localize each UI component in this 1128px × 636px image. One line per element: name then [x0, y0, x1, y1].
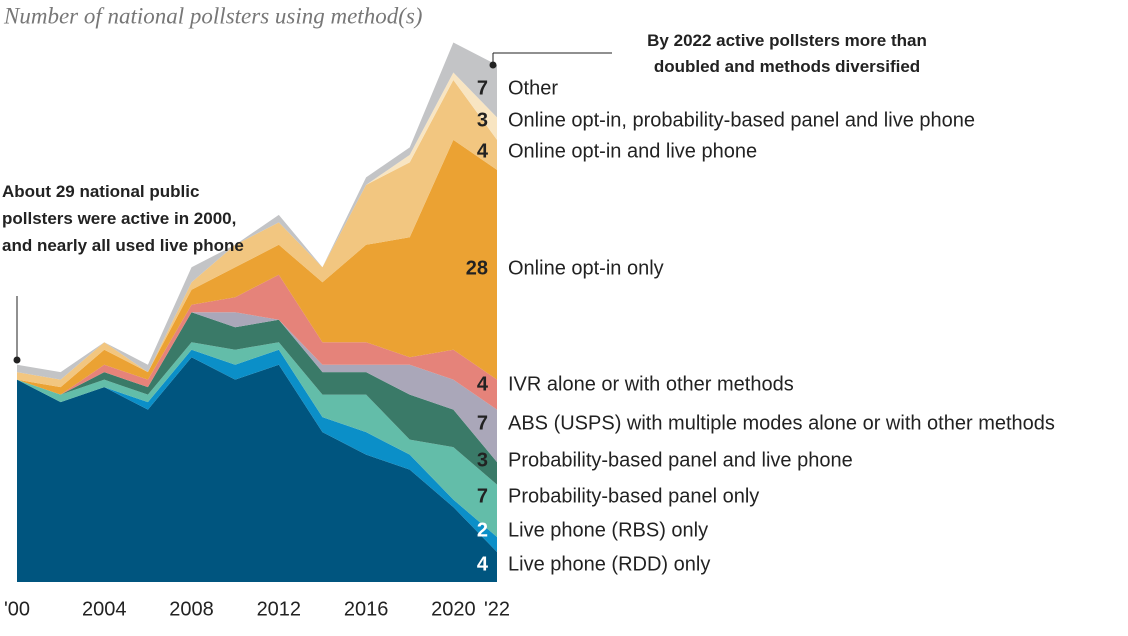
- chart-title: Number of national pollsters using metho…: [3, 3, 422, 28]
- value-label: 3: [477, 109, 488, 131]
- legend-label: Probability-based panel and live phone: [508, 449, 853, 471]
- area: [17, 79, 497, 388]
- area: [17, 274, 497, 410]
- legend-label: Online opt-in and live phone: [508, 140, 757, 162]
- areas: [17, 42, 497, 582]
- legend-label: ABS (USPS) with multiple modes alone or …: [508, 412, 1055, 434]
- legend-label: Probability-based panel only: [508, 485, 759, 507]
- legend-label: Live phone (RBS) only: [508, 519, 708, 541]
- x-tick-label: 2016: [344, 598, 389, 620]
- annotation: By 2022 active pollsters more than doubl…: [647, 31, 927, 76]
- annotation-box: By 2022 active pollsters more than doubl…: [647, 31, 927, 76]
- area: [17, 349, 497, 553]
- x-tick-label: '22: [484, 598, 510, 620]
- value-label: 2: [477, 519, 488, 541]
- value-label: 4: [477, 373, 489, 395]
- annotation-box: About 29 national public pollsters were …: [2, 182, 244, 255]
- x-tick-label: 2020: [431, 598, 476, 620]
- leader-dot: [13, 356, 21, 364]
- annotation: About 29 national public pollsters were …: [2, 182, 244, 255]
- value-label: 4: [477, 140, 489, 162]
- legend-label: Online opt-in, probability-based panel a…: [508, 109, 975, 131]
- value-label: 3: [477, 449, 488, 471]
- legend-label: Other: [508, 77, 558, 99]
- x-tick-label: 2012: [257, 598, 302, 620]
- area: [17, 312, 497, 463]
- legend-label: Online opt-in only: [508, 257, 664, 279]
- value-label: 7: [477, 412, 488, 434]
- value-label: 7: [477, 485, 488, 507]
- area: [17, 357, 497, 582]
- area: [17, 42, 497, 380]
- x-tick-label: 2008: [169, 598, 214, 620]
- legend-label: IVR alone or with other methods: [508, 373, 794, 395]
- value-label: 7: [477, 77, 488, 99]
- value-label: 4: [477, 553, 489, 575]
- area: [17, 342, 497, 538]
- labels: 4 Live phone (RDD) only 2 Live phone (RBS) …: [466, 77, 1055, 575]
- area: [17, 312, 497, 485]
- x-tick-label: 2004: [82, 598, 127, 620]
- value-label: 28: [466, 257, 488, 279]
- legend-label: Live phone (RDD) only: [508, 553, 710, 575]
- area: [17, 139, 497, 395]
- leader-dot: [489, 61, 497, 69]
- x-tick-label: '00: [4, 598, 30, 620]
